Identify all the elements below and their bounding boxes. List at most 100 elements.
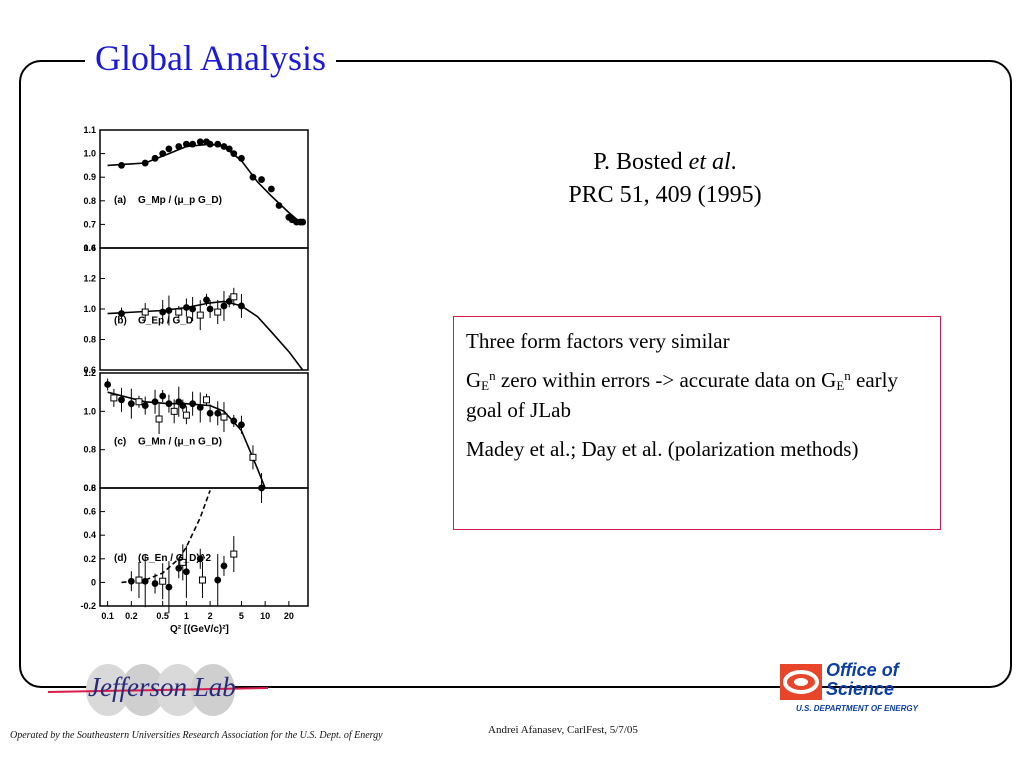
panel-quantity-label: G_Mn / (μ_n G_D)	[138, 436, 222, 447]
jlab-logo-text: Jefferson Lab	[88, 672, 236, 702]
data-point-open	[170, 407, 178, 415]
data-point	[165, 400, 173, 408]
panel-label: (c)	[114, 436, 126, 447]
y-tick-label: 0.4	[83, 530, 96, 540]
fit-curve	[107, 300, 304, 371]
y-tick-label: 0.6	[83, 507, 96, 517]
data-point	[179, 402, 187, 409]
data-point-open	[179, 558, 187, 566]
doe-line-2: Science	[826, 679, 895, 699]
panel-quantity-label: G_Mp / (μ_p G_D)	[138, 195, 222, 206]
footer-operator-text: Operated by the Southeastern Universitie…	[10, 730, 383, 741]
slide-frame	[19, 60, 1012, 688]
data-point-open	[141, 308, 149, 316]
data-point	[141, 159, 149, 167]
data-point	[165, 307, 173, 314]
data-point	[214, 576, 222, 584]
data-point-open	[230, 293, 238, 301]
y-tick-label: 0.8	[83, 445, 96, 455]
data-point	[220, 302, 228, 310]
data-point	[267, 185, 275, 193]
data-point-open	[110, 394, 118, 402]
data-point	[175, 564, 183, 572]
note-sup-n: n	[489, 368, 496, 383]
office-of-science-logo: Office of Science U.S. DEPARTMENT OF ENE…	[778, 660, 946, 716]
data-point	[189, 400, 197, 408]
data-point	[196, 555, 204, 563]
y-tick-label: 1.0	[83, 304, 96, 314]
data-point	[249, 173, 257, 181]
data-point	[206, 305, 214, 313]
panel-label: (b)	[114, 316, 127, 327]
data-point	[214, 140, 222, 148]
doe-swirl-icon	[780, 664, 822, 700]
fit-curve	[107, 143, 304, 226]
x-tick-label: 0.2	[125, 611, 138, 621]
data-point	[230, 150, 238, 157]
y-tick-label: 1.2	[83, 368, 96, 378]
data-point-open	[182, 411, 190, 419]
note-g: G	[466, 368, 482, 392]
y-tick-label: 1.0	[83, 406, 96, 416]
doe-line-1: Office of	[826, 660, 899, 680]
footer-author-text: Andrei Afanasev, CarlFest, 5/7/05	[488, 724, 638, 736]
note-sub-e: E	[481, 378, 490, 393]
x-tick-label: 20	[284, 611, 294, 621]
data-point-open	[159, 577, 167, 585]
y-tick-label: -0.2	[80, 601, 96, 611]
x-axis-label: Q² [(GeV/c)²]	[170, 624, 229, 635]
data-point	[159, 308, 167, 316]
x-tick-label: 10	[260, 611, 270, 621]
data-point	[189, 140, 197, 148]
data-point-open	[202, 396, 210, 404]
data-point	[127, 400, 135, 408]
note-line-3: Madey et al.; Day et al. (polarization m…	[466, 437, 859, 461]
doe-line-3: U.S. DEPARTMENT OF ENERGY	[796, 704, 918, 713]
data-point	[299, 218, 307, 226]
data-point	[225, 145, 233, 153]
y-tick-label: 0.8	[83, 196, 96, 206]
y-tick-label: 0.9	[83, 172, 96, 182]
data-point	[118, 310, 125, 317]
data-point	[182, 304, 190, 311]
data-point	[141, 402, 149, 409]
note-text-b: zero within errors -> accurate data on G	[495, 368, 837, 392]
data-point	[127, 577, 135, 585]
data-point	[151, 398, 159, 406]
citation-ref: PRC 51, 409 (1995)	[568, 182, 762, 208]
note-line-2: GEn zero within errors -> accurate data …	[466, 365, 928, 425]
x-tick-label: 0.1	[101, 611, 114, 621]
data-point	[258, 176, 265, 183]
citation-period: .	[730, 149, 737, 175]
citation-author: P. Bosted	[593, 149, 689, 175]
data-point-open	[230, 550, 238, 558]
data-point	[159, 150, 167, 157]
data-point	[182, 140, 190, 148]
data-point	[238, 154, 245, 162]
data-point-open	[198, 576, 206, 584]
data-point	[203, 296, 210, 304]
panel-label: (d)	[114, 553, 127, 564]
data-point-open	[155, 415, 163, 423]
data-point-open	[196, 311, 204, 319]
data-point	[175, 143, 183, 150]
y-tick-label: 0.8	[83, 483, 96, 493]
data-point	[238, 421, 245, 429]
y-tick-label: 0.8	[83, 335, 96, 345]
panel-frame	[99, 487, 309, 607]
slide-title: Global Analysis	[85, 34, 336, 82]
panel-quantity-label: G_Ep / G_D	[138, 316, 193, 327]
note-sub-e2: E	[836, 378, 845, 393]
y-tick-label: 1.2	[83, 274, 96, 284]
data-point	[165, 145, 173, 153]
x-tick-label: 2	[208, 611, 213, 621]
data-point	[214, 409, 222, 417]
note-sup-n2: n	[844, 368, 851, 383]
y-tick-label: 0	[91, 577, 96, 587]
y-tick-label: 1.1	[83, 125, 96, 135]
form-factor-chart: 0.6 0.7 0.8 0.9 1.0 1.1 (a) G_Mp / (μ_p G_D) 0.6…	[80, 125, 309, 635]
data-point-open	[175, 308, 183, 316]
note-line-1: Three form factors very similar	[466, 329, 730, 353]
y-tick-label: 0.2	[83, 554, 96, 564]
data-point	[238, 302, 245, 310]
